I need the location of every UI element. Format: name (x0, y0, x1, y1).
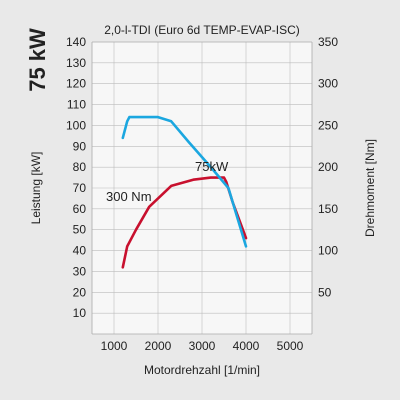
y-right-tick-label: 250 (318, 118, 338, 132)
y-right-tick-label: 350 (318, 35, 338, 49)
torque-curve-line (121, 115, 248, 248)
y-right-tick-label: 100 (318, 244, 338, 258)
x-tick-label: 5000 (277, 339, 304, 353)
y-left-tick-label: 50 (73, 223, 87, 237)
y-left-tick-label: 110 (67, 98, 86, 112)
series-label-torque: 300 Nm (106, 189, 152, 204)
x-tick-label: 2000 (145, 339, 172, 353)
series-lines (121, 115, 248, 269)
chart-title: 2,0-l-TDI (Euro 6d TEMP-EVAP-ISC) (104, 23, 300, 37)
y-left-tick-label: 20 (73, 285, 87, 299)
y-left-tick-label: 40 (73, 244, 87, 258)
y-left-tick-label: 90 (73, 139, 87, 153)
y-left-tick-label: 130 (66, 56, 86, 70)
y-right-tick-label: 50 (318, 285, 332, 299)
y-left-tick-labels: 10 20 30 40 50 60 70 80 90 100 110 120 130 140 (66, 35, 86, 320)
power-rating: 75 kW (25, 28, 50, 92)
x-tick-label: 1000 (101, 339, 128, 353)
y-left-tick-label: 140 (66, 35, 86, 49)
series-label-power: 75kW (195, 159, 229, 174)
y-left-tick-label: 60 (73, 202, 87, 216)
x-tick-labels: 1000 2000 3000 4000 5000 (101, 339, 304, 353)
y-right-axis-label: Drehmoment [Nm] (363, 139, 377, 237)
y-left-tick-label: 100 (66, 118, 86, 132)
y-right-tick-label: 150 (318, 202, 338, 216)
y-left-tick-label: 120 (66, 77, 86, 91)
grid-lines (92, 42, 312, 334)
y-left-tick-label: 10 (73, 306, 87, 320)
x-tick-label: 3000 (189, 339, 216, 353)
y-right-tick-label: 200 (318, 160, 338, 174)
y-left-tick-label: 30 (73, 264, 87, 278)
y-right-tick-labels: 50 100 150 200 250 300 350 (318, 35, 338, 299)
y-left-tick-label: 80 (73, 160, 87, 174)
x-tick-label: 4000 (233, 339, 260, 353)
y-left-tick-label: 70 (73, 181, 87, 195)
y-left-axis-label: Leistung [kW] (29, 152, 43, 225)
y-right-tick-label: 300 (318, 77, 338, 91)
x-axis-label: Motordrehzahl [1/min] (144, 363, 260, 377)
